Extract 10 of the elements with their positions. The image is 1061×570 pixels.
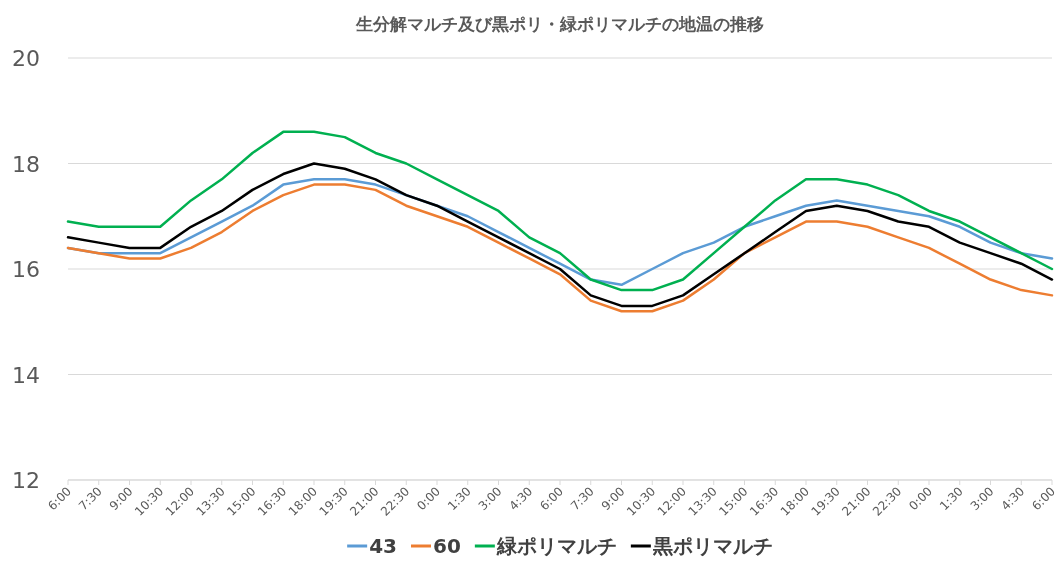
y-tick-label: 20 xyxy=(12,46,40,71)
legend-label: 緑ポリマルチ xyxy=(495,534,617,558)
legend-label: 43 xyxy=(369,534,397,558)
y-tick-label: 16 xyxy=(12,257,40,282)
legend-label: 60 xyxy=(433,534,461,558)
chart-title: 生分解マルチ及び黒ポリ・緑ポリマルチの地温の推移 xyxy=(355,14,764,34)
y-tick-label: 14 xyxy=(12,362,40,388)
y-tick-label: 12 xyxy=(12,468,40,493)
legend-label: 黒ポリマルチ xyxy=(651,534,773,558)
y-tick-label: 18 xyxy=(12,151,40,177)
